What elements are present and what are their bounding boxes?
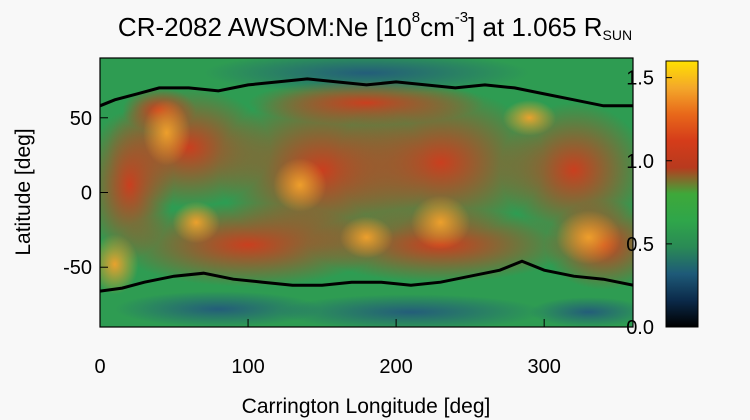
x-axis: 0 100 200 300 (94, 319, 561, 378)
colorbar (666, 61, 698, 327)
heatmap (100, 58, 633, 327)
y-axis: 50 0 -50 (63, 108, 108, 279)
colorbar-tick-label: 0.5 (626, 234, 654, 256)
x-tick-label: 300 (527, 356, 560, 378)
colorbar-frame (665, 60, 699, 328)
x-tick-label: 200 (379, 356, 412, 378)
heatmap-blob-orange (556, 210, 622, 265)
heatmap-blob-blue (277, 294, 545, 327)
x-tick-label: 100 (231, 356, 264, 378)
y-tick-label: -50 (63, 257, 92, 279)
colorbar-tick-label: 1.5 (626, 68, 654, 90)
heatmap-blob-orange (172, 201, 220, 244)
heatmap-blob-blue (203, 58, 530, 94)
heatmap-blob-orange (502, 99, 557, 136)
heatmap-blob-orange (339, 216, 394, 259)
y-axis-label: Latitude [deg] (12, 128, 35, 255)
colorbar-tick-label: 0.0 (626, 317, 654, 339)
heatmap-blob-red (336, 87, 545, 238)
heatmap-blob-red (248, 80, 485, 126)
boundary-lines (100, 77, 633, 293)
heatmap-blob-orange (410, 195, 471, 250)
south-boundary-line (100, 259, 633, 293)
x-axis-label: Carrington Longitude [deg] (242, 395, 491, 418)
north-boundary-line (100, 77, 633, 108)
heatmap-blob-orange (100, 234, 139, 295)
colorbar-ticks: 1.5 1.0 0.5 0.0 (626, 68, 672, 339)
heatmap-blob-orange (142, 99, 191, 166)
heatmap-blob-blue (114, 291, 323, 327)
x-tick-label: 0 (94, 356, 105, 378)
heatmap-blob-orange (273, 158, 327, 212)
y-tick-label: 0 (81, 183, 92, 205)
chart-title: CR-2082 AWSOM:Ne [108cm-3] at 1.065 RSUN (117, 9, 633, 43)
colorbar-tick-label: 1.0 (626, 151, 654, 173)
heatmap-blob-blue (529, 297, 633, 327)
y-tick-label: 50 (70, 108, 92, 130)
